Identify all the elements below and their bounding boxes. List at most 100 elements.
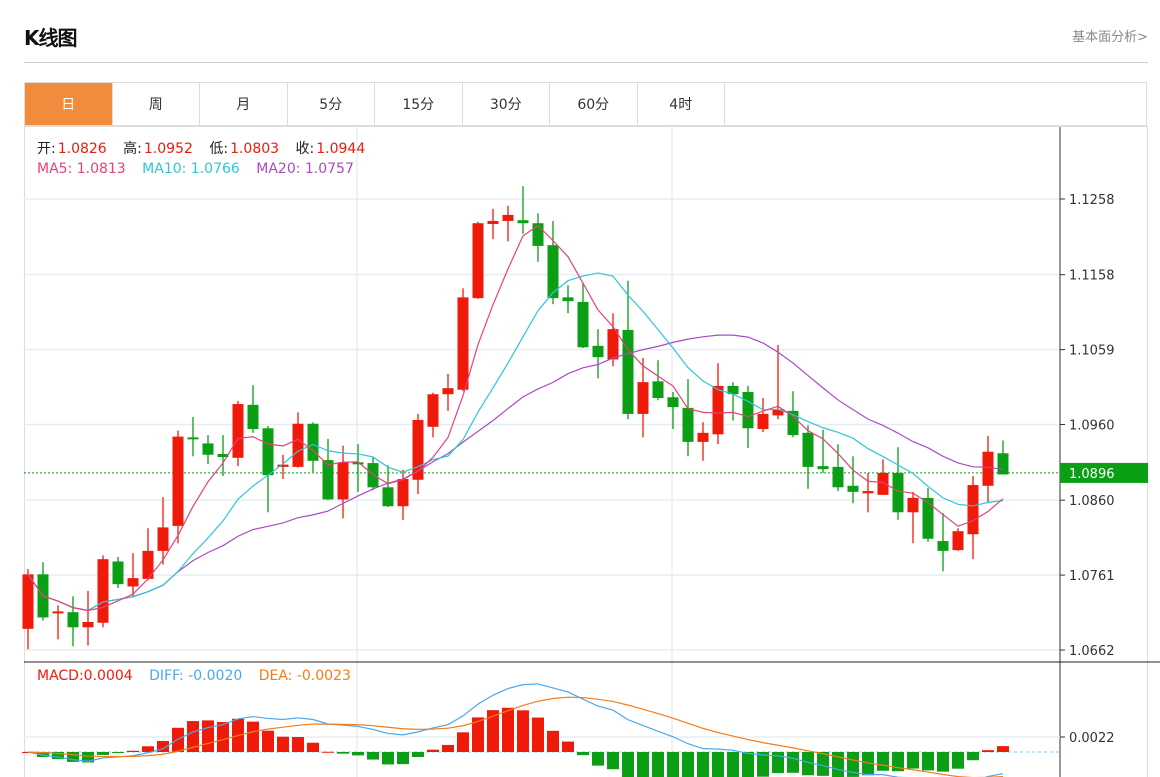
macd-bar <box>937 752 949 772</box>
candle-body <box>967 485 979 535</box>
macd-bar <box>352 752 364 756</box>
macd-value: MACD:0.0004 <box>37 668 133 684</box>
candle <box>577 282 589 349</box>
macd-bar <box>382 752 394 765</box>
tab-15min[interactable]: 15分 <box>375 83 463 125</box>
macd-bar <box>742 752 754 777</box>
candle-body <box>937 541 949 551</box>
fundamental-analysis-link[interactable]: 基本面分析> <box>1072 30 1148 45</box>
y-tick-label: 1.1258 <box>1069 193 1115 208</box>
tab-30min[interactable]: 30分 <box>463 83 550 125</box>
candle <box>697 422 709 461</box>
candle <box>727 382 739 421</box>
candle <box>322 438 334 501</box>
candle <box>352 444 364 492</box>
candle <box>337 445 349 519</box>
candle-body <box>877 472 889 495</box>
diff-value: DIFF: -0.0020 <box>149 668 243 684</box>
candle-body <box>832 466 844 488</box>
candle-body <box>757 413 769 430</box>
candle-body <box>442 388 454 395</box>
candle-body <box>292 423 304 467</box>
candle-body <box>352 462 364 465</box>
macd-bar <box>37 752 49 757</box>
candle <box>127 553 139 597</box>
candle-body <box>892 472 904 513</box>
close-label: 收: <box>295 141 315 157</box>
tab-day[interactable]: 日 <box>25 83 113 125</box>
candle <box>817 429 829 473</box>
candle-body <box>592 345 604 358</box>
candle <box>862 472 874 513</box>
candle-body <box>907 497 919 513</box>
candle <box>217 435 229 476</box>
macd-bar <box>907 752 919 769</box>
macd-bar <box>397 752 409 765</box>
macd-bar <box>127 750 139 752</box>
candle-body <box>727 385 739 395</box>
macd-bar <box>892 752 904 772</box>
candle-body <box>847 485 859 492</box>
candle-body <box>637 382 649 414</box>
y-tick-label: 1.1158 <box>1069 269 1115 284</box>
candle-body <box>277 464 289 467</box>
candle <box>457 288 469 392</box>
candle-body <box>982 451 994 486</box>
candle-body <box>667 397 679 408</box>
candle-body <box>142 550 154 579</box>
candle-body <box>697 432 709 442</box>
ma5-line <box>27 224 1004 612</box>
candle <box>67 596 79 647</box>
candle-body <box>577 301 589 348</box>
ohlc-legend: 开: 1.0826 高: 1.0952 低: 1.0803 收: 1.0944 <box>37 138 367 158</box>
candle <box>247 385 259 433</box>
candle <box>82 590 94 646</box>
macd-bar <box>457 732 469 752</box>
candle <box>232 401 244 467</box>
candle <box>517 186 529 234</box>
candle <box>667 391 679 430</box>
macd-bar <box>877 752 889 771</box>
candle-body <box>217 454 229 458</box>
macd-bar <box>337 752 349 754</box>
candle-body <box>712 385 724 435</box>
candle <box>952 528 964 551</box>
tab-4hour[interactable]: 4时 <box>638 83 725 125</box>
candle <box>547 220 559 305</box>
candle-body <box>652 381 664 399</box>
macd-bar <box>202 720 214 752</box>
candle-body <box>427 394 439 427</box>
y-tick-label: 1.0860 <box>1069 494 1115 509</box>
macd-bar <box>307 742 319 752</box>
candle <box>52 605 64 640</box>
macd-bar <box>607 752 619 770</box>
ma20-legend: MA20: 1.0757 <box>256 161 354 177</box>
macd-legend: MACD:0.0004 DIFF: -0.0020 DEA: -0.0023 <box>37 668 353 684</box>
macd-bar <box>247 721 259 752</box>
candle <box>907 491 919 544</box>
macd-bar <box>622 752 634 777</box>
tab-5min[interactable]: 5分 <box>288 83 375 125</box>
candle-body <box>502 214 514 221</box>
macd-bar <box>637 752 649 777</box>
candle-body <box>232 404 244 458</box>
period-tabs: 日 周 月 5分 15分 30分 60分 4时 <box>24 82 1147 126</box>
tab-month[interactable]: 月 <box>200 83 288 125</box>
candle <box>997 440 1009 475</box>
candle-body <box>547 245 559 299</box>
candle-body <box>202 443 214 455</box>
macd-bar <box>157 741 169 752</box>
candle-body <box>112 561 124 585</box>
macd-bar <box>772 752 784 774</box>
tab-60min[interactable]: 60分 <box>550 83 638 125</box>
candle-body <box>802 432 814 467</box>
ma5-legend: MA5: 1.0813 <box>37 161 126 177</box>
tab-week[interactable]: 周 <box>113 83 200 125</box>
dea-line <box>27 696 1004 777</box>
candle <box>487 208 499 240</box>
candle-body <box>52 611 64 614</box>
macd-bar <box>262 730 274 752</box>
candle <box>22 569 34 650</box>
candle-body <box>382 487 394 507</box>
